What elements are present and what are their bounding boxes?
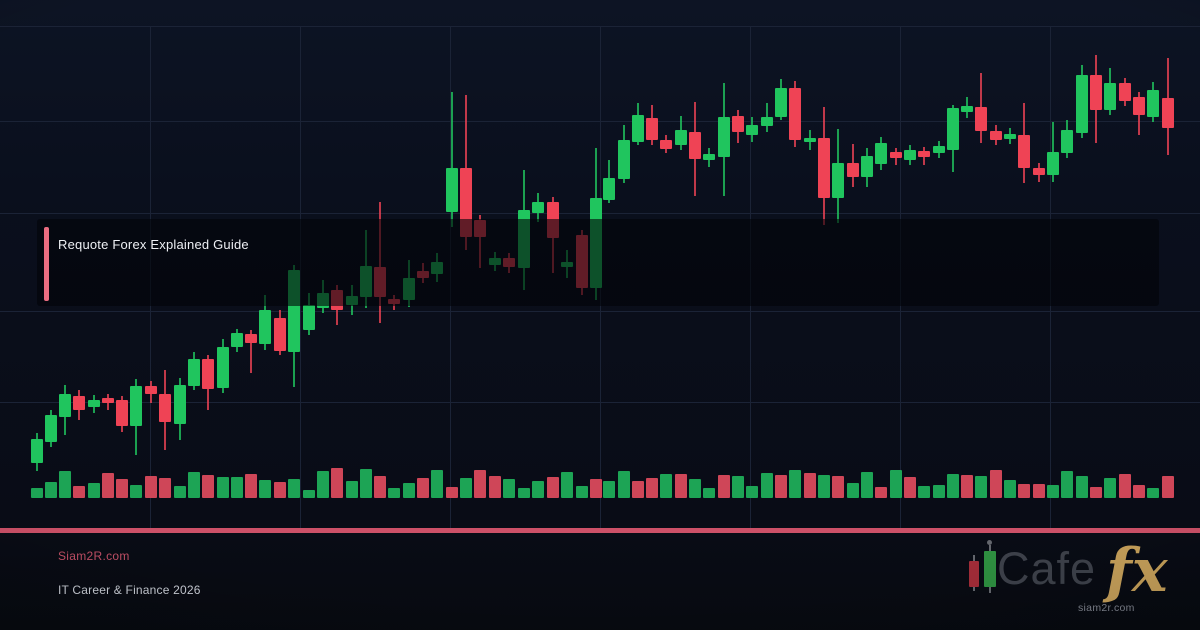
- title-banner: Requote Forex Explained Guide: [37, 219, 1159, 306]
- brand-name: Siam2R.com: [58, 549, 130, 563]
- brand-tagline: IT Career & Finance 2026: [58, 583, 201, 597]
- candle-dot-icon: [987, 540, 992, 545]
- logo-url-text: siam2r.com: [1078, 602, 1135, 614]
- banner-accent-bar: [44, 227, 49, 301]
- footer: Siam2R.com IT Career & Finance 2026 Cafe…: [0, 533, 1200, 630]
- volume-bars: [31, 468, 1174, 498]
- logo-fx-text: fx: [1106, 536, 1168, 606]
- page-title: Requote Forex Explained Guide: [58, 237, 249, 252]
- green-candle-icon: [984, 551, 996, 587]
- footer-separator: [0, 528, 1200, 533]
- red-candle-icon: [969, 561, 979, 587]
- logo-cafe-text: Cafe: [997, 543, 1097, 594]
